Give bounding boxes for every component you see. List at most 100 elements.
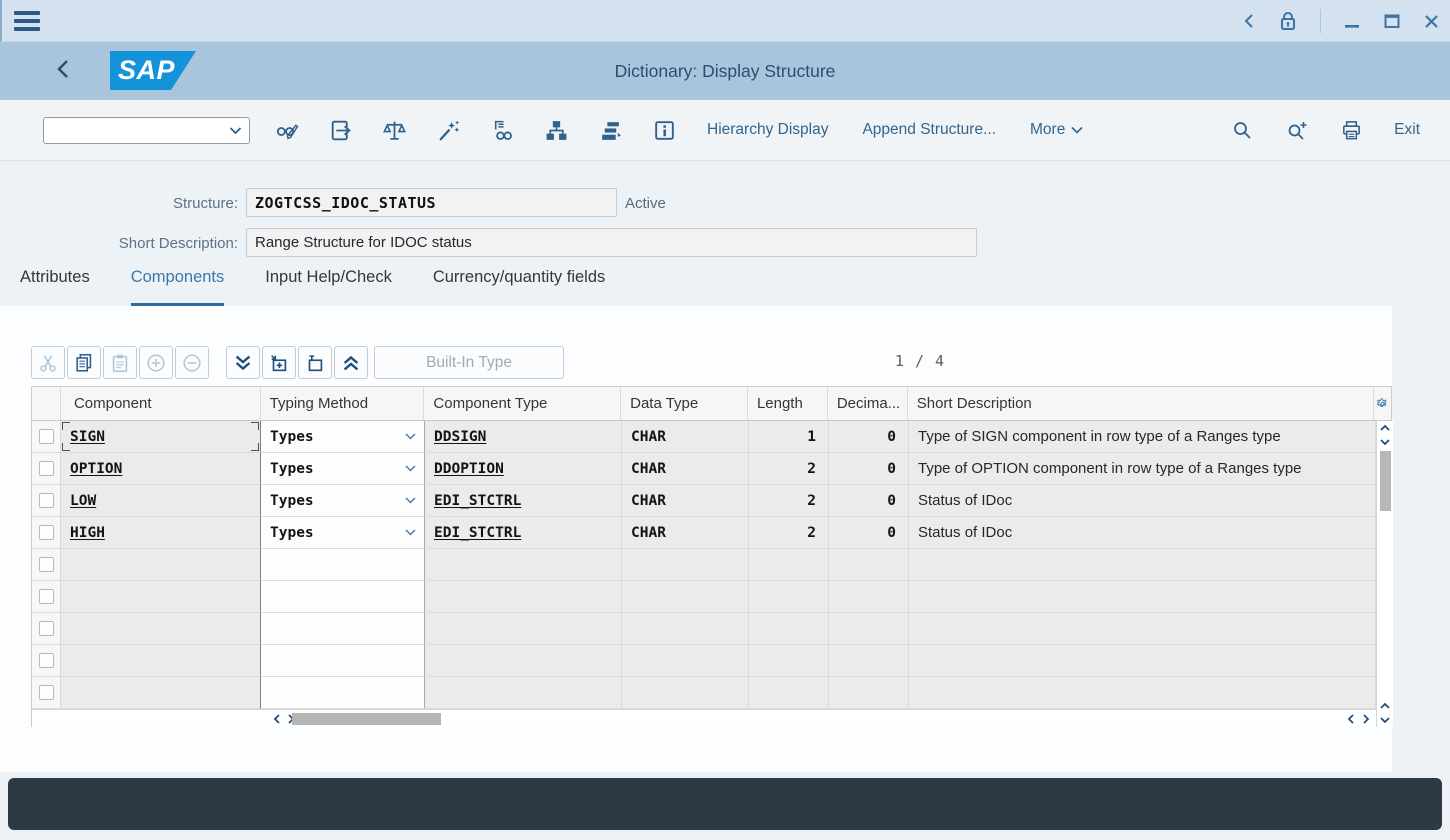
column-header-typing-method[interactable]: Typing Method	[260, 387, 425, 420]
history-back-icon[interactable]	[1242, 13, 1256, 29]
insert-line-icon[interactable]	[262, 346, 296, 379]
typing-method-cell[interactable]	[261, 677, 425, 709]
component-cell[interactable]	[61, 581, 261, 613]
component-cell[interactable]	[61, 677, 261, 709]
search-next-icon[interactable]	[1284, 118, 1309, 143]
unlock-icon[interactable]	[1278, 10, 1298, 32]
row-checkbox[interactable]	[38, 525, 54, 540]
exit-button[interactable]: Exit	[1394, 121, 1420, 138]
typing-method-cell[interactable]	[261, 549, 425, 581]
column-header-component-type[interactable]: Component Type	[424, 387, 622, 420]
scroll-down-icon[interactable]	[1377, 435, 1394, 449]
component-cell[interactable]: OPTION	[61, 453, 261, 485]
tab-attributes[interactable]: Attributes	[20, 268, 90, 286]
move-up-icon[interactable]	[334, 346, 368, 379]
row-checkbox[interactable]	[38, 461, 54, 476]
typing-method-cell[interactable]	[261, 581, 425, 613]
window-title-bar	[0, 0, 1450, 42]
delete-line-icon[interactable]	[298, 346, 332, 379]
append-structure-button[interactable]: Append Structure...	[862, 121, 997, 138]
gear-icon[interactable]	[1375, 396, 1390, 411]
column-header-length[interactable]: Length	[747, 387, 828, 420]
horizontal-scroll-thumb[interactable]	[292, 713, 441, 725]
component-cell[interactable]: HIGH	[61, 517, 261, 549]
row-checkbox[interactable]	[38, 653, 54, 668]
tab-input-help-check[interactable]: Input Help/Check	[265, 268, 392, 286]
builtin-type-button[interactable]: Built-In Type	[374, 346, 564, 379]
row-checkbox[interactable]	[38, 493, 54, 508]
structure-field[interactable]: ZOGTCSS_IDOC_STATUS	[246, 188, 617, 217]
typing-method-cell[interactable]: Types	[261, 485, 425, 517]
component-cell[interactable]: SIGN	[61, 421, 261, 453]
more-button[interactable]: More	[1030, 121, 1083, 139]
column-header-short-description[interactable]: Short Description	[907, 387, 1374, 420]
check-icon[interactable]	[382, 118, 407, 143]
component-type-cell	[425, 677, 622, 709]
typing-method-cell[interactable]: Types	[261, 517, 425, 549]
scroll-up-icon[interactable]	[1377, 699, 1394, 713]
command-field[interactable]	[43, 116, 250, 144]
table-row-empty	[32, 549, 1376, 581]
column-header-decimals[interactable]: Decima...	[827, 387, 908, 420]
insert-row-icon[interactable]	[139, 346, 173, 379]
column-header-component[interactable]: Component	[60, 387, 261, 420]
copy-icon[interactable]	[67, 346, 101, 379]
tab-currency-quantity-fields[interactable]: Currency/quantity fields	[432, 268, 606, 286]
row-checkbox[interactable]	[38, 621, 54, 636]
typing-method-cell[interactable]	[261, 613, 425, 645]
scroll-left-icon[interactable]	[1344, 712, 1358, 726]
chevron-down-icon	[405, 529, 416, 536]
row-checkbox[interactable]	[38, 557, 54, 572]
column-header-data-type[interactable]: Data Type	[621, 387, 748, 420]
component-type-cell[interactable]: EDI_STCTRL	[425, 517, 622, 549]
row-checkbox[interactable]	[38, 589, 54, 604]
component-type-cell[interactable]: EDI_STCTRL	[425, 485, 622, 517]
hierarchy-icon[interactable]	[544, 118, 569, 143]
typing-method-cell[interactable]: Types	[261, 453, 425, 485]
minimize-icon[interactable]	[1343, 12, 1361, 30]
typing-method-cell[interactable]: Types	[261, 421, 425, 453]
component-cell[interactable]	[61, 645, 261, 677]
scroll-left-icon[interactable]	[270, 712, 284, 726]
vertical-scroll-thumb[interactable]	[1379, 451, 1391, 511]
info-icon[interactable]	[652, 118, 677, 143]
menu-icon[interactable]	[14, 11, 40, 31]
delete-row-icon[interactable]	[175, 346, 209, 379]
search-icon[interactable]	[1229, 118, 1254, 143]
hierarchy-display-button[interactable]: Hierarchy Display	[707, 121, 829, 138]
maximize-icon[interactable]	[1383, 12, 1401, 30]
data-type-cell	[622, 677, 749, 709]
titlebar-separator	[1320, 9, 1321, 33]
short-description-field[interactable]: Range Structure for IDOC status	[246, 228, 977, 257]
tab-components[interactable]: Components	[130, 268, 225, 306]
scroll-down-icon[interactable]	[1377, 713, 1394, 727]
component-cell[interactable]	[61, 613, 261, 645]
display-change-icon[interactable]	[274, 118, 299, 143]
cut-icon[interactable]	[31, 346, 65, 379]
close-icon[interactable]	[1423, 13, 1440, 30]
paste-icon[interactable]	[103, 346, 137, 379]
component-cell[interactable]: LOW	[61, 485, 261, 517]
back-icon[interactable]	[55, 58, 81, 84]
component-type-cell[interactable]: DDOPTION	[425, 453, 622, 485]
component-type-cell[interactable]: DDSIGN	[425, 421, 622, 453]
vertical-scrollbar[interactable]	[1376, 421, 1393, 727]
scroll-right-icon[interactable]	[1359, 712, 1373, 726]
select-all-header[interactable]	[32, 387, 61, 420]
typing-method-cell[interactable]	[261, 645, 425, 677]
horizontal-scrollbar[interactable]	[32, 709, 1376, 727]
row-checkbox[interactable]	[38, 685, 54, 700]
move-down-icon[interactable]	[226, 346, 260, 379]
data-type-cell: CHAR	[622, 517, 749, 549]
component-cell[interactable]	[61, 549, 261, 581]
runtime-object-icon[interactable]	[598, 118, 623, 143]
activate-icon[interactable]	[436, 118, 461, 143]
data-type-cell	[622, 645, 749, 677]
transport-icon[interactable]	[328, 118, 353, 143]
row-select-cell	[32, 421, 61, 453]
where-used-icon[interactable]	[490, 118, 515, 143]
scroll-up-icon[interactable]	[1377, 421, 1394, 435]
print-icon[interactable]	[1339, 118, 1364, 143]
row-checkbox[interactable]	[38, 429, 54, 444]
app-header: Dictionary: Display Structure	[0, 42, 1450, 100]
